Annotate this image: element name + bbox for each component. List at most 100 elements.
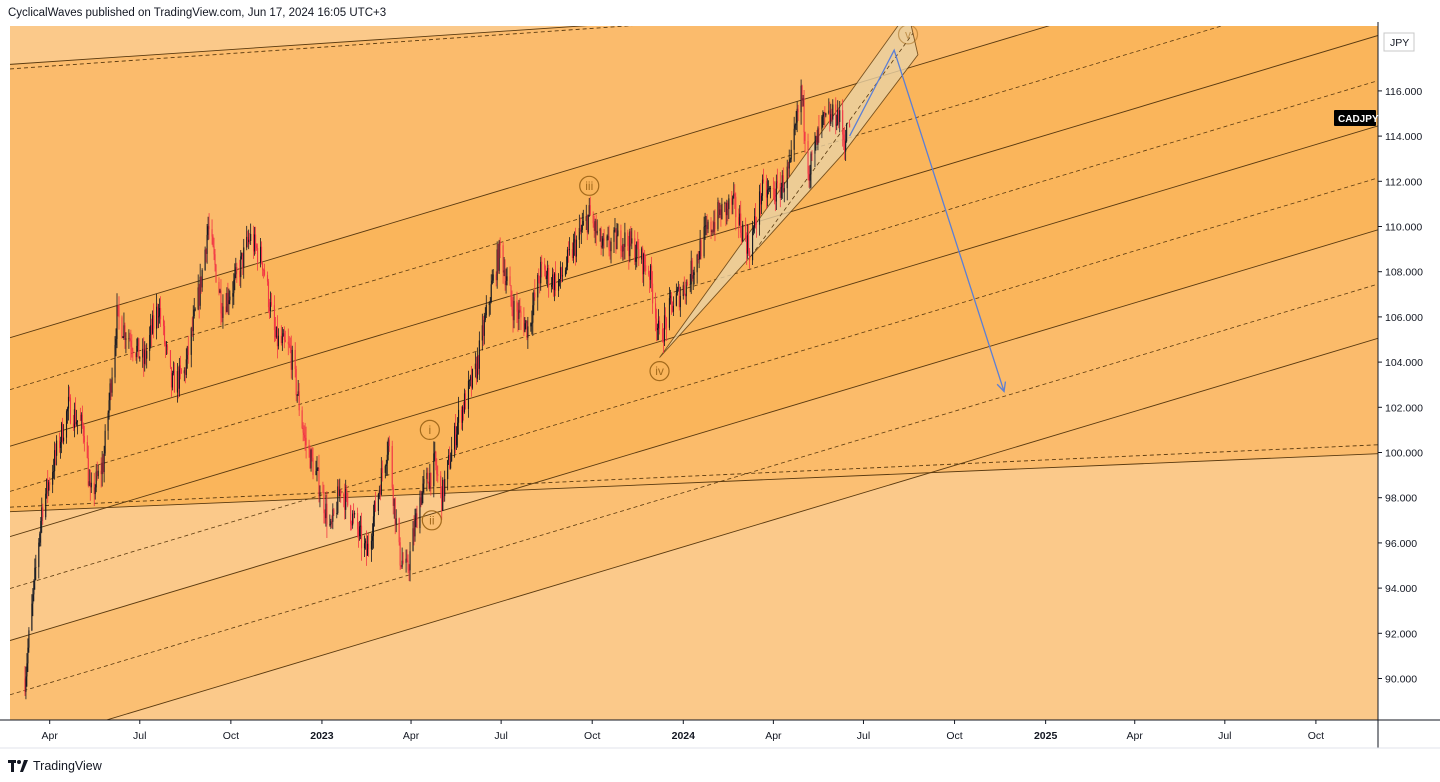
candle-body-82 xyxy=(137,338,139,346)
candle-body-528 xyxy=(755,216,757,224)
channel-line-solid-4 xyxy=(105,337,1378,720)
candle-body-70 xyxy=(121,317,123,338)
candle-body-41 xyxy=(80,414,82,421)
candle-body-339 xyxy=(492,274,494,281)
candle-body-150 xyxy=(232,293,234,297)
candle-body-286 xyxy=(420,497,422,505)
candle-body-81 xyxy=(136,345,138,358)
candle-body-73 xyxy=(124,325,126,340)
axes xyxy=(0,22,1440,749)
currency-label: JPY xyxy=(1383,32,1415,52)
candle-body-454 xyxy=(652,283,654,304)
candle-body-94 xyxy=(153,315,155,329)
candle-body-156 xyxy=(240,256,242,278)
footer-brand[interactable]: TradingView xyxy=(8,757,102,775)
candle-body-464 xyxy=(665,318,668,328)
candle-body-194 xyxy=(291,349,293,370)
candle-body-93 xyxy=(152,315,154,334)
candle-body-403 xyxy=(581,224,583,230)
candle-body-117 xyxy=(185,359,187,375)
publisher-line: CyclicalWaves published on TradingView.c… xyxy=(8,7,387,19)
candle-body-293 xyxy=(429,473,431,489)
candle-body-405 xyxy=(585,216,587,221)
candle-body-417 xyxy=(601,245,603,248)
candle-body-192 xyxy=(289,345,291,348)
candle-body-488 xyxy=(699,240,701,260)
candle-body-238 xyxy=(353,513,355,515)
candle-body-239 xyxy=(354,513,356,515)
candle-body-119 xyxy=(187,346,189,355)
candle-body-191 xyxy=(288,343,290,346)
candle-body-243 xyxy=(360,525,362,527)
candle-body-565 xyxy=(807,141,809,174)
candle-body-203 xyxy=(304,435,306,438)
candle-body-371 xyxy=(538,275,540,283)
candle-body-577 xyxy=(823,112,825,115)
candle-body-523 xyxy=(748,235,750,252)
candle-body-126 xyxy=(198,287,200,306)
x-tick-label-11: 2025 xyxy=(1034,730,1058,742)
candle-body-185 xyxy=(280,335,282,344)
candle-body-320 xyxy=(467,380,470,409)
candle-body-560 xyxy=(800,85,802,113)
candle-body-12 xyxy=(40,520,42,534)
footer-brand-text: TradingView xyxy=(33,759,102,773)
candle-body-16 xyxy=(46,479,48,494)
candle-body-412 xyxy=(594,221,596,231)
candle-body-123 xyxy=(193,309,195,317)
candle-body-188 xyxy=(283,333,285,340)
candle-body-125 xyxy=(197,287,199,310)
candle-body-78 xyxy=(131,346,133,351)
candle-body-83 xyxy=(138,338,140,359)
candle-body-357 xyxy=(518,309,520,319)
candle-body-109 xyxy=(173,370,175,393)
candle-body-167 xyxy=(255,234,257,246)
channel-line-solid-1 xyxy=(10,35,1378,447)
wave-circle-i xyxy=(419,419,440,440)
symbol-price-label: CADJPY xyxy=(1334,110,1379,126)
candle-body-116 xyxy=(184,370,186,375)
candle-body-44 xyxy=(83,436,85,443)
candle-body-311 xyxy=(455,426,457,446)
candle-body-8 xyxy=(34,567,36,582)
candle-body-527 xyxy=(754,216,756,228)
candle-body-68 xyxy=(117,305,119,307)
candle-body-99 xyxy=(160,308,162,320)
candle-body-186 xyxy=(281,336,283,344)
candle-body-118 xyxy=(186,346,188,360)
candle-body-399 xyxy=(575,239,577,257)
candle-body-24 xyxy=(56,440,58,456)
candle-body-252 xyxy=(372,516,374,537)
candle-body-466 xyxy=(669,295,671,299)
candle-body-289 xyxy=(423,478,425,484)
candle-body-237 xyxy=(352,513,354,526)
candle-body-261 xyxy=(385,463,387,467)
candle-body-588 xyxy=(838,110,840,123)
y-tick-label-9: 108.000 xyxy=(1385,267,1423,279)
candle-body-131 xyxy=(205,249,207,254)
candle-body-122 xyxy=(192,316,194,332)
candle-body-471 xyxy=(676,289,678,294)
channel-lines xyxy=(10,26,1378,720)
channel-line-solid-2 xyxy=(10,125,1378,537)
candle-body-418 xyxy=(602,238,604,246)
candle-body-278 xyxy=(408,569,410,571)
candle-body-160 xyxy=(246,236,248,248)
candle-body-487 xyxy=(698,259,700,260)
candle-body-265 xyxy=(391,446,393,488)
candle-body-175 xyxy=(266,275,269,282)
candle-body-531 xyxy=(759,191,762,205)
candle-body-130 xyxy=(204,249,206,271)
candle-body-441 xyxy=(635,257,637,262)
candle-body-461 xyxy=(662,341,665,343)
candle-body-260 xyxy=(384,466,386,473)
candle-body-458 xyxy=(657,320,660,329)
candle-body-225 xyxy=(336,513,338,514)
candle-body-375 xyxy=(544,264,546,270)
candle-body-519 xyxy=(742,224,744,242)
candle-body-226 xyxy=(337,486,339,514)
candle-body-168 xyxy=(256,245,258,249)
candle-body-307 xyxy=(449,455,451,469)
candle-body-323 xyxy=(470,376,472,388)
